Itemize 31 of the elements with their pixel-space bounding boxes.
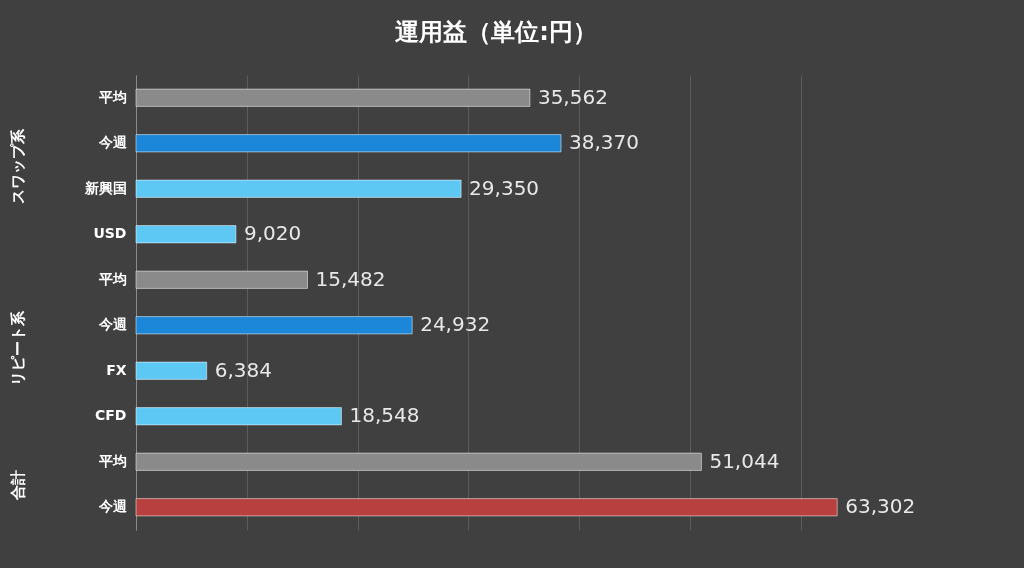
bar: [135, 361, 207, 380]
data-label: 24,932: [420, 312, 491, 337]
y-tick-label: CFD: [95, 407, 127, 424]
data-label: 18,548: [349, 403, 420, 428]
bar: [135, 316, 413, 335]
text: リピート系: [9, 309, 27, 386]
data-label: 51,044: [709, 448, 780, 473]
bar: [135, 179, 462, 198]
text: スワップ系: [9, 127, 27, 204]
data-label: 15,482: [315, 266, 386, 291]
y-tick-label: 平均: [97, 270, 127, 287]
y-tick-label: FX: [106, 361, 127, 378]
bar: [135, 225, 237, 244]
data-label: 29,350: [469, 175, 540, 200]
data-label: 35,562: [537, 84, 608, 109]
bar: [135, 498, 838, 517]
data-label: 63,302: [845, 494, 916, 519]
data-label: 9,020: [243, 221, 302, 246]
bar: [135, 134, 562, 153]
data-label: 6,384: [214, 357, 272, 382]
y-tick-label: 平均: [97, 452, 127, 469]
y-tick-label: 今週: [97, 498, 128, 515]
bar: [135, 407, 342, 426]
text: 合計: [9, 469, 27, 501]
y-tick-label: USD: [93, 225, 127, 242]
data-label: 38,370: [569, 130, 640, 155]
y-tick-label: 今週: [97, 134, 128, 151]
y-tick-label: 新興国: [83, 179, 127, 196]
y-tick-label: 平均: [97, 88, 127, 105]
chart-title: 運用益（単位:円）: [395, 17, 597, 46]
y-tick-label: 今週: [97, 316, 128, 333]
